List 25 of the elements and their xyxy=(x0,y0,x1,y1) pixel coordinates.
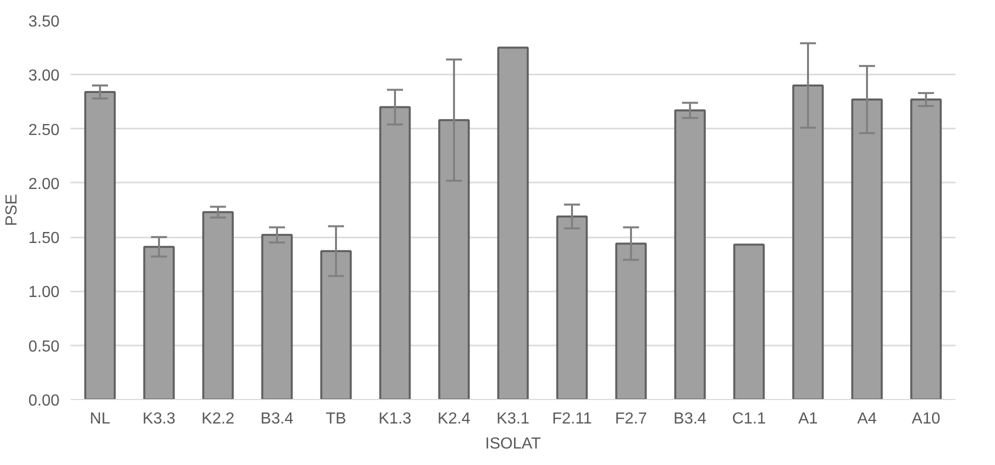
x-tick-label: K2.4 xyxy=(438,410,471,428)
x-tick-label: C1.1 xyxy=(732,410,766,428)
x-tick-label: K3.1 xyxy=(496,410,530,428)
y-tick-label: 0.50 xyxy=(28,338,60,356)
y-tick-label: 3.50 xyxy=(28,14,60,30)
x-tick-label: B3.4 xyxy=(674,410,707,428)
x-axis-title: ISOLAT xyxy=(485,436,542,452)
x-tick-label: K3.3 xyxy=(142,410,176,428)
x-tick-label: NL xyxy=(90,410,110,428)
x-tick-label: A4 xyxy=(857,410,877,428)
x-tick-label: F2.11 xyxy=(552,410,592,428)
x-tick-label: A1 xyxy=(798,410,818,428)
y-tick-label: 0.00 xyxy=(28,392,60,410)
x-tick-label: B3.4 xyxy=(260,410,294,428)
x-tick-label: TB xyxy=(326,410,346,428)
y-tick-label: 1.50 xyxy=(28,230,60,248)
y-tick-label: 2.00 xyxy=(28,176,60,193)
x-tick-label: K1.3 xyxy=(378,410,412,428)
y-tick-label: 2.50 xyxy=(28,122,60,139)
y-tick-label: 1.00 xyxy=(28,284,60,302)
x-tick-label: K2.2 xyxy=(202,410,235,428)
x-tick-label: A10 xyxy=(912,410,940,428)
x-tick-label: F2.7 xyxy=(614,410,648,428)
y-tick-label: 3.00 xyxy=(28,68,60,85)
y-axis-title: PSE xyxy=(3,194,20,226)
